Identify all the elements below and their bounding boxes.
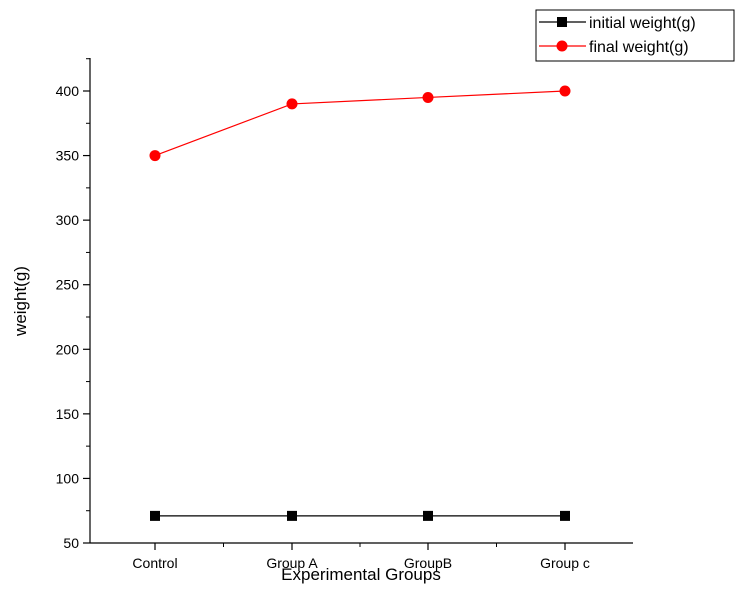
data-point-square — [287, 510, 297, 521]
x-tick-label: Group A — [266, 555, 318, 571]
data-point-square — [560, 510, 570, 521]
series-line — [154, 90, 566, 157]
x-axis-title: Experimental Groups — [281, 565, 441, 584]
legend-label: final weight(g) — [589, 39, 689, 56]
data-point-circle — [286, 98, 298, 110]
series-final-weight — [149, 85, 571, 162]
legend-label: initial weight(g) — [589, 15, 696, 32]
y-tick-label: 350 — [56, 148, 80, 164]
x-ticks: Control Group A GroupB Group c — [132, 543, 590, 571]
data-point-circle — [559, 85, 571, 97]
y-axis-title: weight(g) — [11, 266, 30, 337]
y-tick-label: 200 — [56, 341, 80, 357]
legend-box — [535, 9, 735, 62]
y-tick-label: 250 — [56, 277, 80, 293]
y-tick-label: 50 — [63, 535, 79, 551]
legend: initial weight(g) final weight(g) — [535, 9, 735, 62]
data-point-square — [423, 510, 433, 521]
legend-item: final weight(g) — [539, 39, 689, 56]
data-point-square — [150, 510, 160, 521]
legend-item: initial weight(g) — [539, 15, 696, 32]
y-tick-label: 400 — [56, 83, 80, 99]
y-tick-label: 150 — [56, 406, 80, 422]
series-initial-weight — [150, 510, 570, 521]
series-layer — [149, 85, 571, 521]
y-tick-label: 100 — [56, 470, 80, 486]
data-point-circle — [422, 91, 434, 103]
x-tick-label: Control — [132, 555, 177, 571]
data-point-circle — [149, 150, 161, 162]
x-tick-label: GroupB — [404, 555, 452, 571]
x-tick-label: Group c — [540, 555, 590, 571]
legend-marker-square — [557, 17, 567, 27]
legend-marker-circle — [556, 40, 568, 52]
axes — [89, 58, 633, 544]
y-tick-label: 300 — [56, 212, 80, 228]
y-ticks: 50 100 150 200 250 300 350 400 — [56, 58, 90, 551]
